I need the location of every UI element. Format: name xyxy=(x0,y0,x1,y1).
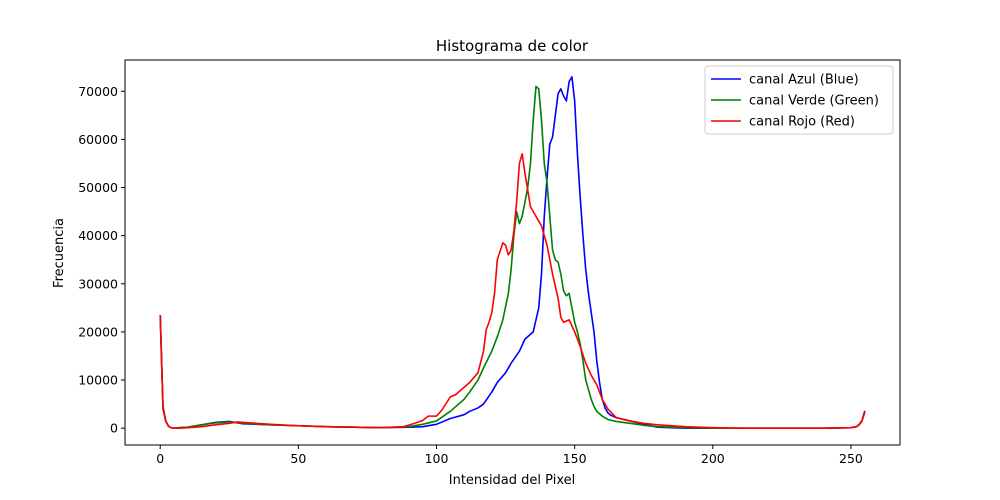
legend-label-2: canal Rojo (Red) xyxy=(749,115,855,130)
x-axis-label: Intensidad del Pixel xyxy=(449,473,575,488)
y-tick-label-2: 20000 xyxy=(78,324,118,339)
legend-label-1: canal Verde (Green) xyxy=(749,94,879,109)
y-tick-label-0: 0 xyxy=(110,421,118,436)
x-axis-ticks: 0 50 100 150 200 250 xyxy=(156,445,863,466)
y-tick-label-3: 30000 xyxy=(78,276,118,291)
chart-title: Histograma de color xyxy=(436,37,589,55)
y-tick-label-4: 40000 xyxy=(78,228,118,243)
x-tick-label-4: 200 xyxy=(701,451,725,466)
legend-label-0: canal Azul (Blue) xyxy=(749,73,859,88)
y-axis-ticks: 0 10000 20000 30000 40000 50000 60000 70000 xyxy=(78,84,125,436)
y-tick-label-7: 70000 xyxy=(78,84,118,99)
x-tick-label-1: 50 xyxy=(290,451,306,466)
x-tick-label-2: 100 xyxy=(425,451,449,466)
y-axis-label: Frecuencia xyxy=(52,218,67,288)
x-tick-label-5: 250 xyxy=(839,451,863,466)
legend-box xyxy=(704,65,894,135)
x-tick-label-0: 0 xyxy=(156,451,164,466)
series-line-1 xyxy=(159,85,866,429)
x-tick-label-3: 150 xyxy=(563,451,587,466)
y-tick-label-1: 10000 xyxy=(78,373,118,388)
y-tick-label-6: 60000 xyxy=(78,132,118,147)
series-lines xyxy=(159,76,866,429)
y-tick-label-5: 50000 xyxy=(78,180,118,195)
series-line-2 xyxy=(159,153,866,429)
plot-frame xyxy=(124,59,901,446)
legend: canal Azul (Blue) canal Verde (Green) cana… xyxy=(704,65,894,135)
